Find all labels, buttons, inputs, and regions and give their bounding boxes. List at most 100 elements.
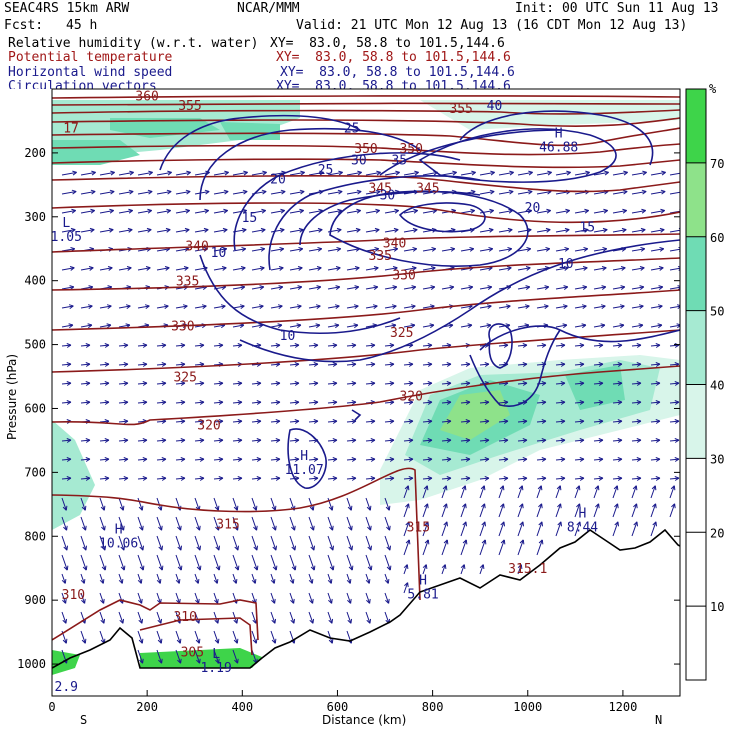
wind-label-layer: 10 10 10 15 15 20 20 25 25 30 30 35 40 (211, 99, 595, 344)
wind-contour-label: 40 (487, 99, 503, 114)
org-name: NCAR/MMM (237, 1, 300, 16)
field-vectors-xy: XY= 83.0, 58.8 to 101.5,144.6 (276, 80, 511, 89)
colorbar-tick-label: 40 (710, 379, 724, 393)
extremum-value: 46.88 (539, 140, 578, 155)
x-axis-left-end-label: S (80, 713, 87, 727)
fcst-label: Fcst: (4, 18, 44, 33)
colorbar-band (686, 236, 706, 311)
x-tick-label: 400 (231, 700, 253, 714)
field-rh-xy: XY= 83.0, 58.8 to 101.5,144.6 (270, 36, 505, 51)
plot-frame (51, 88, 681, 697)
extremum-value: 8.44 (567, 520, 598, 535)
wind-contour-label: 10 (280, 329, 296, 344)
terrain-profile (52, 528, 680, 669)
x-tick-label: 200 (136, 700, 158, 714)
y-tick-label: 600 (24, 401, 46, 415)
wind-contour-label: 20 (525, 201, 541, 216)
colorbar-band (686, 89, 706, 163)
y-tick-label: 1000 (17, 657, 46, 671)
field-wind-name: Horizontal wind speed (8, 65, 173, 80)
colorbar-tick-label: 70 (710, 157, 724, 171)
wind-contour-label: 30 (380, 188, 396, 203)
wind-contour-label: 15 (579, 220, 595, 235)
valid-time: Valid: 21 UTC Mon 12 Aug 13 (16 CDT Mon … (296, 18, 688, 33)
colorbar-tick-label: 60 (710, 231, 724, 245)
extremum-value: 5.81 (407, 588, 438, 603)
rh-shading (52, 100, 680, 675)
theta-contour-label: 320 (197, 418, 220, 433)
wind-contour-label: 30 (351, 153, 367, 168)
x-tick-label: 800 (422, 700, 444, 714)
init-time: Init: 00 UTC Sun 11 Aug 13 (515, 1, 719, 16)
extremum-kind: H (115, 522, 123, 537)
theta-contour-label: 17 (63, 121, 79, 136)
y-tick-label: 400 (24, 274, 46, 288)
x-tick-label: 600 (327, 700, 349, 714)
theta-contour-label: 310 (62, 588, 85, 603)
extremum-kind: H (300, 449, 308, 464)
y-tick-label: 900 (24, 593, 46, 607)
theta-contour-label: 325 (173, 371, 196, 386)
extremum-kind: L (212, 647, 220, 662)
extremum-kind: H (555, 126, 563, 141)
extremum-kind: H (419, 574, 427, 589)
wind-contour-label: 15 (242, 211, 258, 226)
theta-contour-label: 330 (392, 268, 415, 283)
y-tick-label: 500 (24, 338, 46, 352)
extremum-kind: H (579, 506, 587, 521)
extremum-value: 1.05 (51, 230, 82, 245)
wind-contour-label: 35 (391, 153, 407, 168)
wind-contour-label: 25 (344, 121, 360, 136)
theta-contour-label: 340 (185, 240, 208, 255)
theta-contour-label: 345 (369, 181, 392, 196)
colorbar-tick-label: 20 (710, 526, 724, 540)
field-wind-xy: XY= 83.0, 58.8 to 101.5,144.6 (280, 65, 515, 80)
y-tick-label: 700 (24, 465, 46, 479)
theta-contour-label: 315.1 (508, 562, 547, 577)
wind-contour-label: 10 (211, 246, 227, 261)
theta-contour-label: 345 (416, 181, 439, 196)
extremum-kind: L (62, 216, 70, 231)
field-theta-name: Potential temperature (8, 50, 173, 65)
y-tick-label: 800 (24, 529, 46, 543)
theta-contour-label: 335 (176, 275, 199, 290)
theta-contour-label: 315 (407, 521, 430, 536)
x-tick-label: 1200 (608, 700, 637, 714)
colorbar: 10 20 30 40 50 60 70 (685, 88, 724, 681)
theta-contour-label: 320 (399, 390, 422, 405)
colorbar-unit: % (709, 82, 717, 96)
theta-contour-label: 340 (383, 236, 406, 251)
theta-contour-label: 355 (449, 102, 472, 117)
colorbar-band (686, 310, 706, 385)
model-name: SEAC4RS 15km ARW (4, 1, 130, 16)
x-tick-label: 1000 (513, 700, 542, 714)
y-tick-label: 300 (24, 210, 46, 224)
y-axis-title: Pressure (hPa) (5, 354, 19, 440)
colorbar-tick-label: 10 (710, 600, 724, 614)
colorbar-tick-label: 30 (710, 452, 724, 466)
theta-contour-label: 310 (173, 610, 196, 625)
theta-contour-label: 355 (178, 99, 201, 114)
x-axis-title: Distance (km) (322, 713, 406, 727)
theta-contour-label: 325 (390, 326, 413, 341)
theta-contour-label: 330 (171, 319, 194, 334)
field-theta-xy: XY= 83.0, 58.8 to 101.5,144.6 (276, 50, 511, 65)
theta-contour-label: 350 (399, 142, 422, 157)
wind-contour-label: 20 (270, 172, 286, 187)
colorbar-tick-label: 50 (710, 305, 724, 319)
y-tick-label: 200 (24, 146, 46, 160)
extremum-value: 2.9 (55, 680, 78, 695)
extremum-value: 11.07 (285, 463, 324, 478)
x-axis: 0 200 400 600 800 1000 1200 (48, 690, 637, 714)
colorbar-band (686, 162, 706, 237)
theta-contour-label: 305 (181, 645, 204, 660)
wind-contour-label: 25 (318, 163, 334, 178)
colorbar-band (686, 384, 706, 459)
theta-contour-label: 350 (354, 142, 377, 157)
y-axis: 200 300 400 500 600 700 800 900 1000 (17, 146, 680, 671)
x-tick-label: 0 (48, 700, 55, 714)
theta-contour-label: 335 (369, 249, 392, 264)
field-vectors-name: Circulation vectors (8, 80, 157, 89)
